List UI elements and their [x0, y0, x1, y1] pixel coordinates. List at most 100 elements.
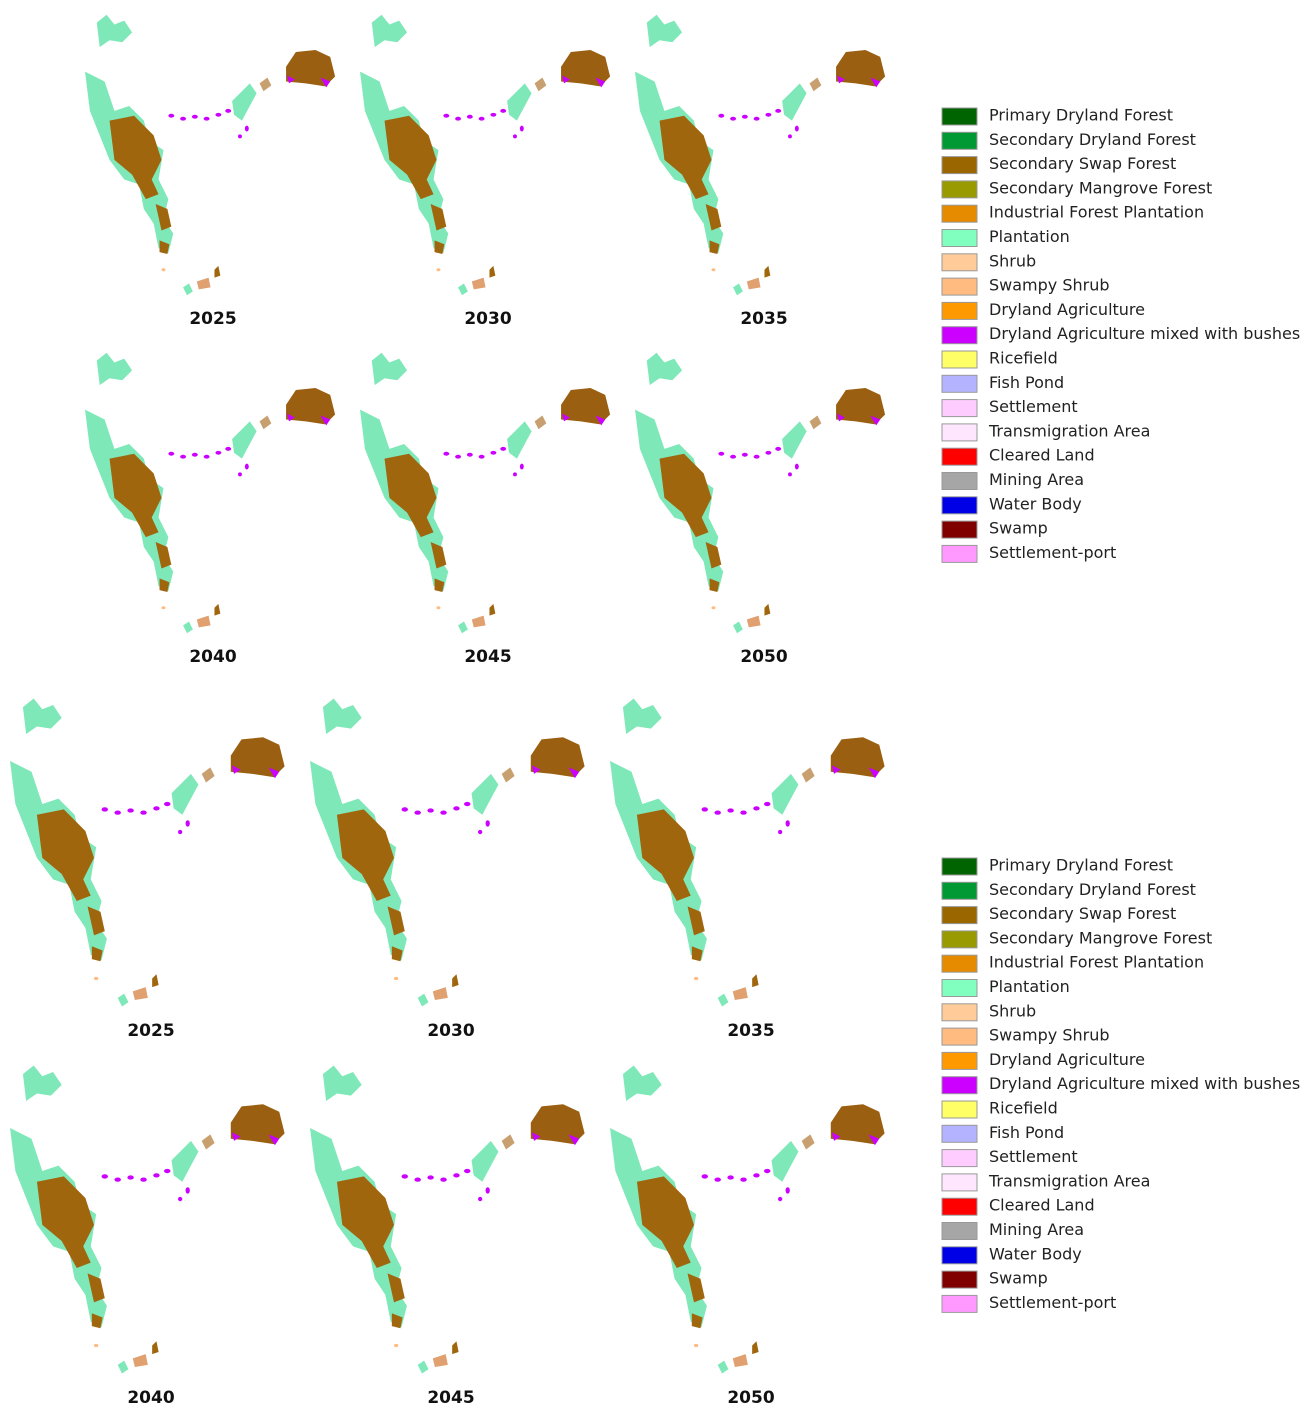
legend-swatch [942, 254, 977, 271]
legend-label: Secondary Mangrove Forest [989, 928, 1212, 947]
legend-label: Dryland Agriculture [989, 1050, 1145, 1069]
figure: 2025 2030 2035 2040 2045 2050 Primary Dryland … [0, 0, 1308, 1414]
map-figure: 2025 2030 2035 2040 2045 2050 Primary Dryland … [0, 0, 1308, 1414]
map [360, 353, 610, 634]
legend-swatch [942, 1101, 977, 1118]
legend-label: Water Body [989, 1244, 1082, 1263]
map-year-label: 2035 [727, 1021, 774, 1041]
map-year-label: 2050 [740, 647, 787, 667]
map [635, 353, 885, 634]
legend-label: Shrub [989, 1001, 1036, 1020]
legend-swatch [942, 1223, 977, 1240]
legend-swatch [942, 907, 977, 924]
legend-label: Secondary Dryland Forest [989, 880, 1196, 899]
legend-label: Mining Area [989, 470, 1084, 489]
legend-swatch [942, 955, 977, 972]
map [635, 15, 885, 296]
legend-label: Secondary Swap Forest [989, 154, 1176, 173]
map-year-label: 2050 [727, 1388, 774, 1408]
legend-swatch [942, 980, 977, 997]
legend-label: Settlement-port [989, 543, 1116, 562]
legend-swatch [942, 278, 977, 295]
legend-label: Plantation [989, 227, 1070, 246]
legend-label: Ricefield [989, 1099, 1058, 1118]
legend-label: Secondary Mangrove Forest [989, 178, 1212, 197]
map [85, 353, 335, 634]
map [310, 699, 585, 1007]
legend-swatch [942, 351, 977, 368]
legend-label: Settlement [989, 397, 1078, 416]
map-year-label: 2035 [740, 309, 787, 329]
legend-swatch [942, 473, 977, 490]
legend-swatch [942, 1077, 977, 1094]
legend-swatch [942, 1052, 977, 1069]
legend-label: Primary Dryland Forest [989, 106, 1173, 125]
legend-swatch [942, 424, 977, 441]
map-year-label: 2030 [427, 1021, 474, 1041]
legend-swatch [942, 181, 977, 198]
legend-swatch [942, 157, 977, 174]
legend-swatch [942, 1198, 977, 1215]
map-year-label: 2045 [464, 647, 511, 667]
legend-label: Industrial Forest Plantation [989, 203, 1204, 222]
legend-swatch [942, 205, 977, 222]
legend-swatch [942, 230, 977, 247]
legend-label: Swampy Shrub [989, 276, 1110, 295]
legend-swatch [942, 882, 977, 899]
legend-label: Swampy Shrub [989, 1026, 1110, 1045]
legend-swatch [942, 1271, 977, 1288]
map [85, 15, 335, 296]
legend-swatch [942, 400, 977, 417]
legend-label: Fish Pond [989, 373, 1064, 392]
legend-label: Cleared Land [989, 1196, 1095, 1215]
legend-label: Settlement-port [989, 1293, 1116, 1312]
map-year-label: 2040 [127, 1388, 174, 1408]
map [360, 15, 610, 296]
legend-label: Secondary Swap Forest [989, 904, 1176, 923]
legend-swatch [942, 375, 977, 392]
legend-label: Water Body [989, 494, 1082, 513]
legend-swatch [942, 1174, 977, 1191]
map-year-label: 2045 [427, 1388, 474, 1408]
legend-label: Swamp [989, 519, 1048, 538]
legend-label: Dryland Agriculture mixed with bushes [989, 324, 1300, 343]
legend-label: Industrial Forest Plantation [989, 953, 1204, 972]
legend-label: Fish Pond [989, 1123, 1064, 1142]
legend-label: Primary Dryland Forest [989, 856, 1173, 875]
legend-swatch [942, 132, 977, 149]
map [10, 699, 285, 1007]
map-year-label: 2030 [464, 309, 511, 329]
legend-label: Transmigration Area [988, 421, 1150, 440]
map [610, 1066, 885, 1374]
map [610, 699, 885, 1007]
map-year-label: 2025 [127, 1021, 174, 1041]
legend-swatch [942, 1150, 977, 1167]
legend-swatch [942, 1295, 977, 1312]
legend-swatch [942, 1247, 977, 1264]
legend-swatch [942, 448, 977, 465]
map-year-label: 2025 [189, 309, 236, 329]
legend-label: Plantation [989, 977, 1070, 996]
legend-label: Dryland Agriculture mixed with bushes [989, 1074, 1300, 1093]
legend-label: Settlement [989, 1147, 1078, 1166]
legend-swatch [942, 1125, 977, 1142]
legend-label: Mining Area [989, 1220, 1084, 1239]
legend-label: Swamp [989, 1269, 1048, 1288]
legend-swatch [942, 858, 977, 875]
legend-swatch [942, 108, 977, 125]
legend-swatch [942, 521, 977, 538]
map [10, 1066, 285, 1374]
map-year-label: 2040 [189, 647, 236, 667]
legend-label: Shrub [989, 251, 1036, 270]
legend-swatch [942, 302, 977, 319]
legend-swatch [942, 1004, 977, 1021]
legend-swatch [942, 931, 977, 948]
legend-label: Cleared Land [989, 446, 1095, 465]
legend-swatch [942, 545, 977, 562]
legend-label: Transmigration Area [988, 1171, 1150, 1190]
legend-swatch [942, 1028, 977, 1045]
legend-label: Ricefield [989, 349, 1058, 368]
legend-swatch [942, 327, 977, 344]
legend-label: Dryland Agriculture [989, 300, 1145, 319]
legend-swatch [942, 497, 977, 514]
